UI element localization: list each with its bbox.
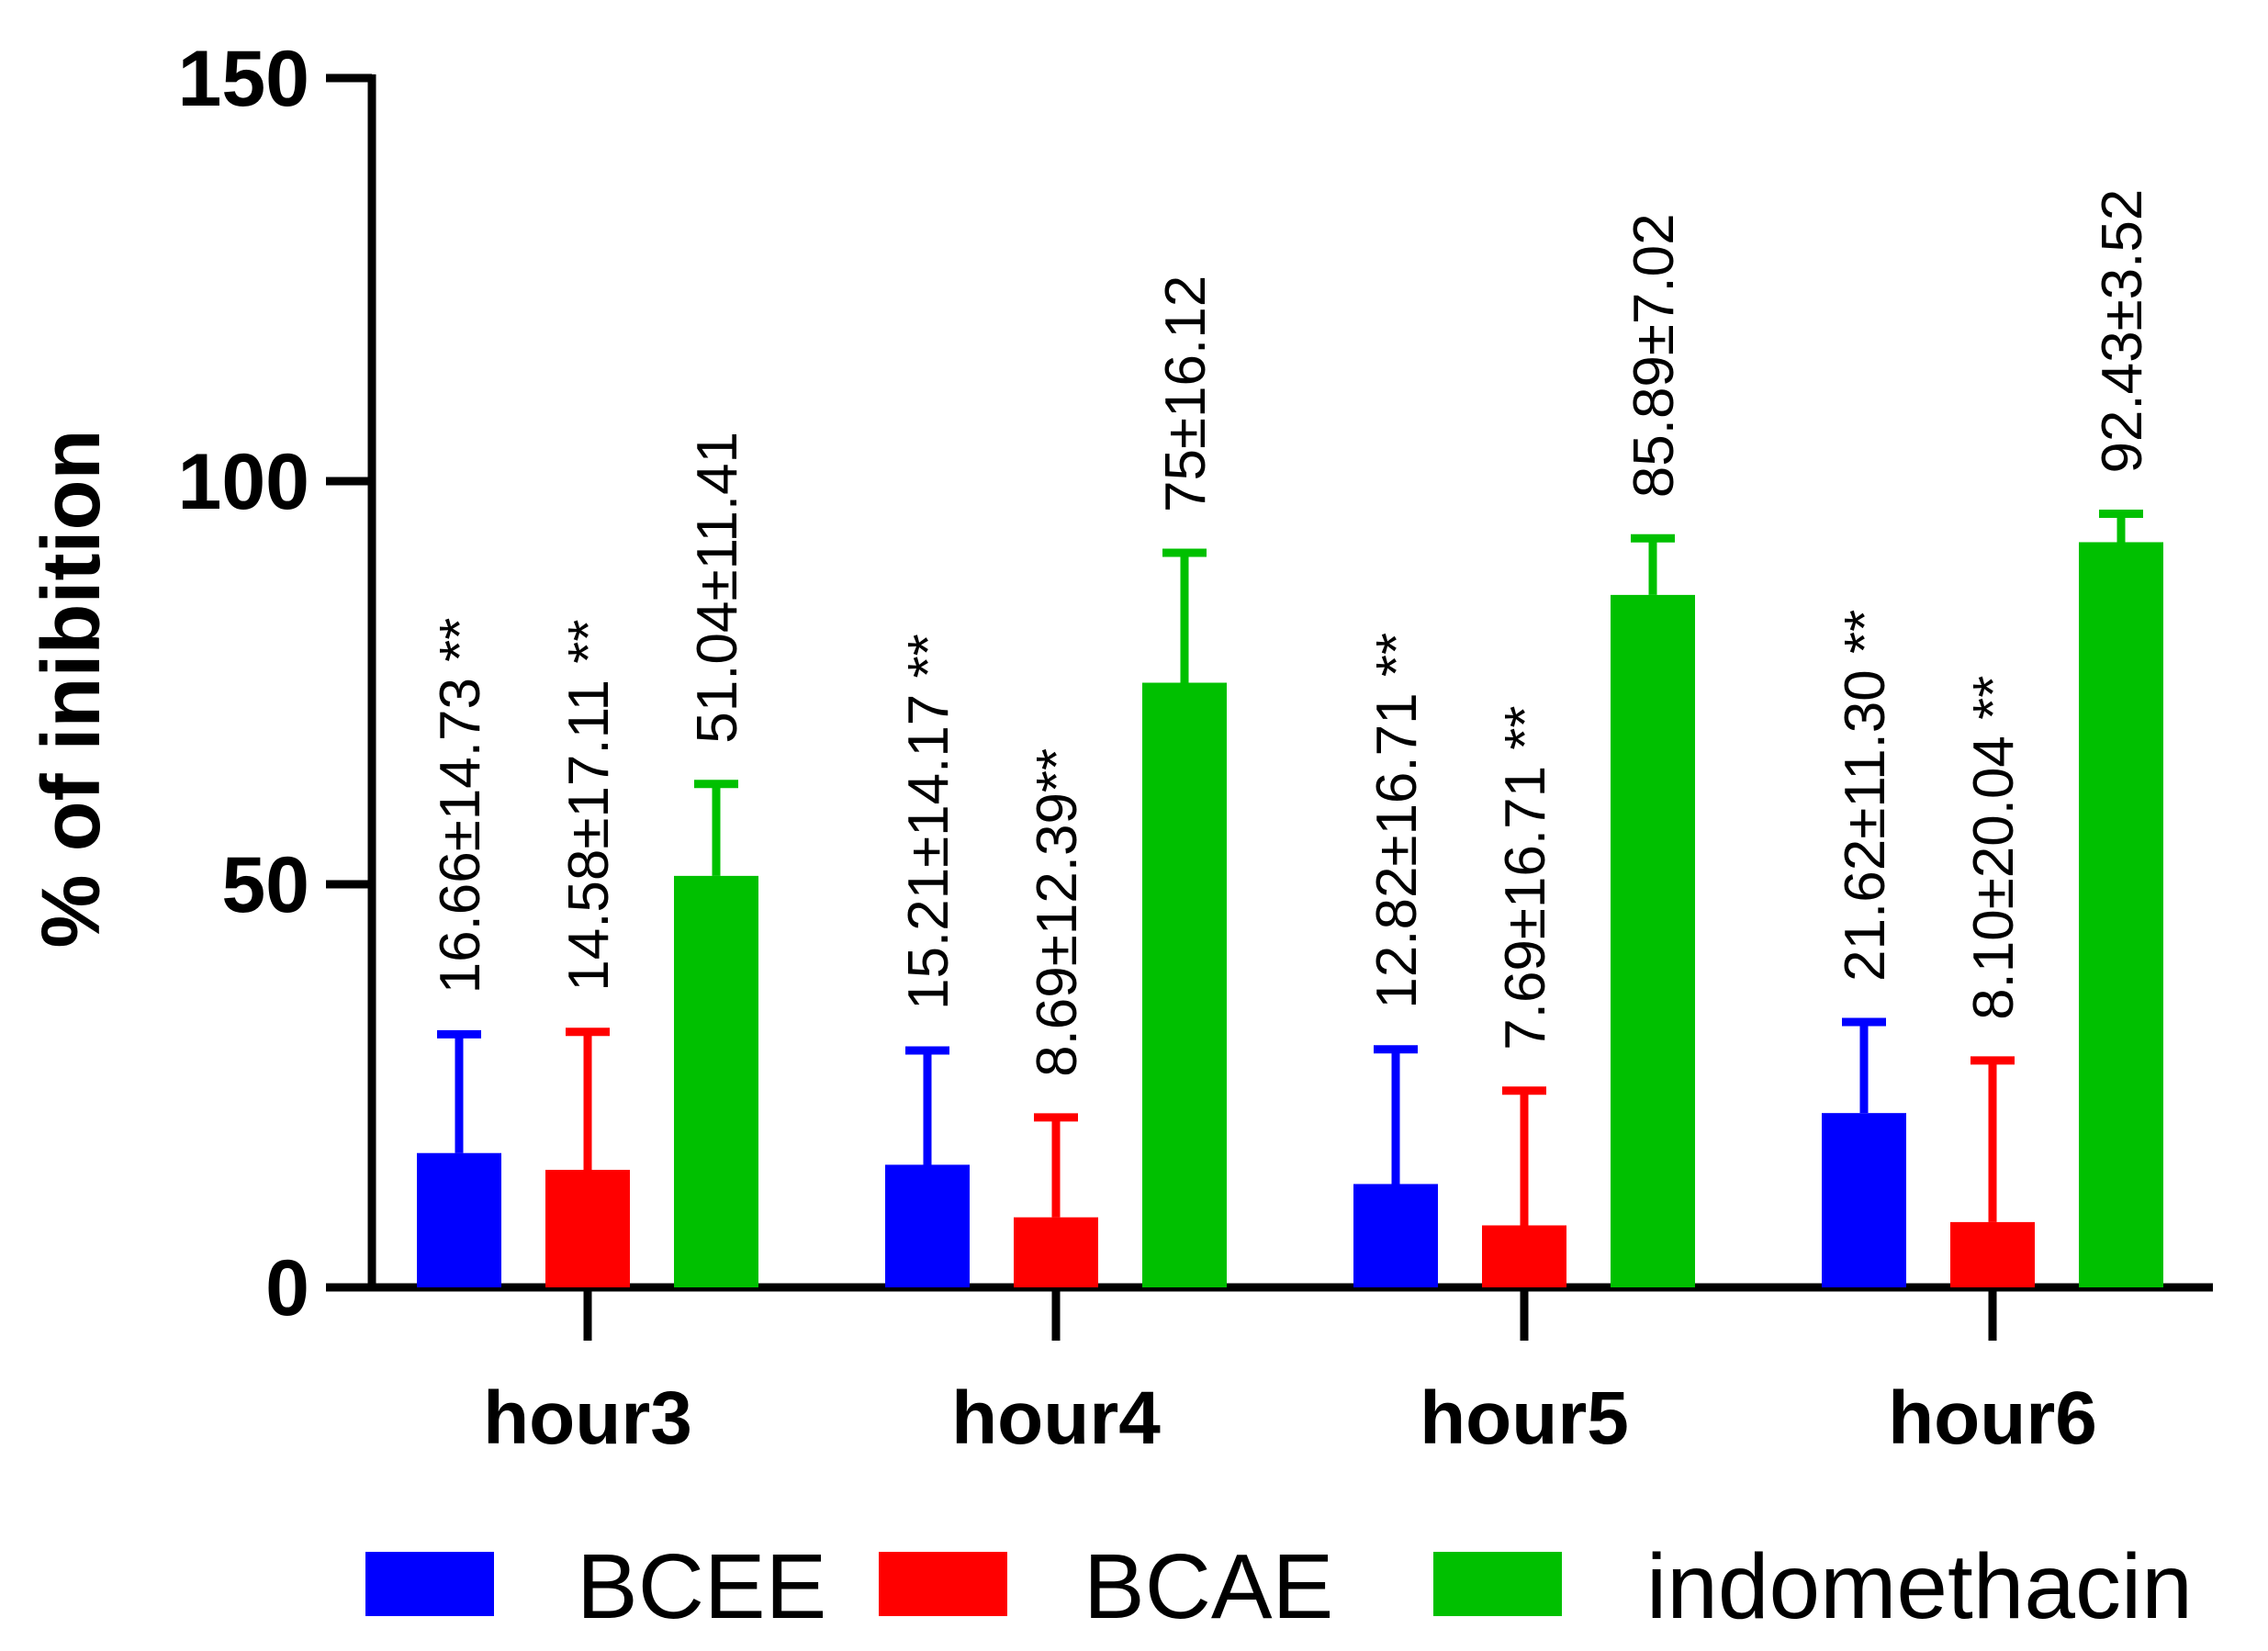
y-tick-label: 100 xyxy=(178,438,310,526)
y-axis-title: % of inibition xyxy=(26,430,118,949)
legend-swatch-bcae xyxy=(879,1552,1007,1616)
bar-bcee-hour4 xyxy=(885,1164,970,1287)
bar-bcee-hour6 xyxy=(1822,1113,1906,1287)
bar-bcae-hour3 xyxy=(545,1169,630,1287)
bar-bcee-hour5 xyxy=(1353,1184,1438,1287)
bars xyxy=(417,510,2163,1287)
x-tick-label: hour6 xyxy=(1888,1376,2097,1460)
legend-label-bcae: BCAE xyxy=(1083,1535,1333,1638)
data-label: 8.10±20.04 ** xyxy=(1962,676,2026,1020)
x-tick-label: hour4 xyxy=(951,1376,1161,1460)
data-labels: 16.66±14.73 ** 15.21±14.17 ** 12.82±16.71 … xyxy=(429,189,2154,1077)
bar-indomethacin-hour6 xyxy=(2079,542,2163,1287)
data-label: 75±16.12 xyxy=(1154,275,1218,512)
legend-label-indomethacin: indomethacin xyxy=(1646,1535,2193,1638)
data-label: 92.43±3.52 xyxy=(2091,189,2154,474)
data-label: 7.69±16.71 ** xyxy=(1494,705,1557,1050)
x-tick-label: hour3 xyxy=(483,1376,692,1460)
data-label: 8.69±12.39** xyxy=(1026,748,1089,1077)
legend: BCEE BCAE indomethacin xyxy=(365,1535,2193,1638)
data-label: 12.82±16.71 ** xyxy=(1365,633,1429,1009)
bar-bcae-hour4 xyxy=(1014,1217,1098,1287)
y-axis: 0 50 100 150 xyxy=(178,35,376,1332)
legend-swatch-indomethacin xyxy=(1433,1552,1562,1616)
y-tick-label: 150 xyxy=(178,35,310,123)
data-label: 16.66±14.73 ** xyxy=(429,618,492,994)
bar-bcee-hour3 xyxy=(417,1152,501,1287)
data-label: 51.04±11.41 xyxy=(686,432,749,744)
legend-label-bcee: BCEE xyxy=(577,1535,826,1638)
bar-bcae-hour5 xyxy=(1482,1225,1566,1287)
bar-indomethacin-hour5 xyxy=(1611,594,1695,1287)
data-label: 85.89±7.02 xyxy=(1622,213,1686,498)
bar-indomethacin-hour3 xyxy=(674,875,758,1287)
x-axis: hour3 hour4 hour5 hour6 xyxy=(368,1283,2213,1460)
x-tick-label: hour5 xyxy=(1420,1376,1629,1460)
data-label: 21.62±11.30 ** xyxy=(1834,610,1897,982)
data-label: 14.58±17.11 ** xyxy=(557,620,621,992)
y-tick-label: 0 xyxy=(265,1244,309,1332)
bar-bcae-hour6 xyxy=(1950,1221,2035,1287)
data-label: 15.21±14.17 ** xyxy=(897,634,960,1010)
legend-swatch-bcee xyxy=(365,1552,494,1616)
y-tick-label: 50 xyxy=(221,841,309,929)
bar-indomethacin-hour4 xyxy=(1142,682,1227,1287)
